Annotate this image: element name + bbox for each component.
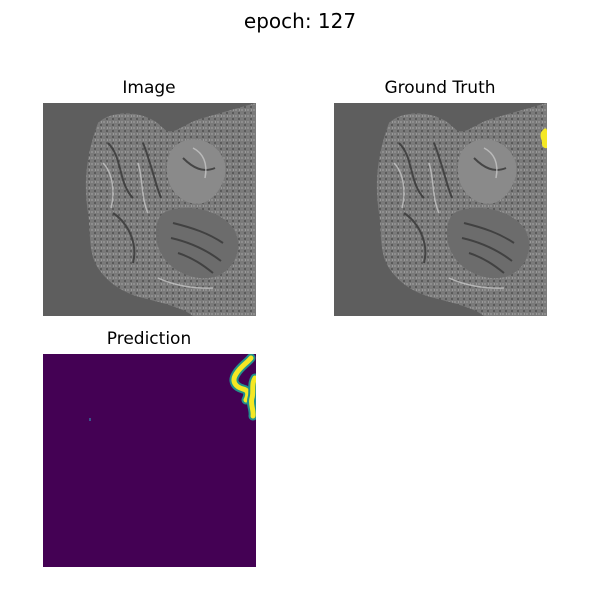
- mri-brain-slice: [43, 103, 256, 316]
- panel-title-image: Image: [122, 78, 176, 98]
- ground-truth-panel: [334, 103, 547, 316]
- panel-title-prediction: Prediction: [106, 329, 192, 349]
- prediction-panel: [43, 354, 256, 567]
- lesion-mask: [540, 128, 547, 149]
- prediction-heatmap: [43, 354, 256, 567]
- figure-title: epoch: 127: [243, 9, 357, 33]
- mri-image-panel: [43, 103, 256, 316]
- prediction-speck: [89, 418, 91, 421]
- ground-truth-overlay: [334, 103, 547, 316]
- panel-title-ground-truth: Ground Truth: [384, 78, 496, 98]
